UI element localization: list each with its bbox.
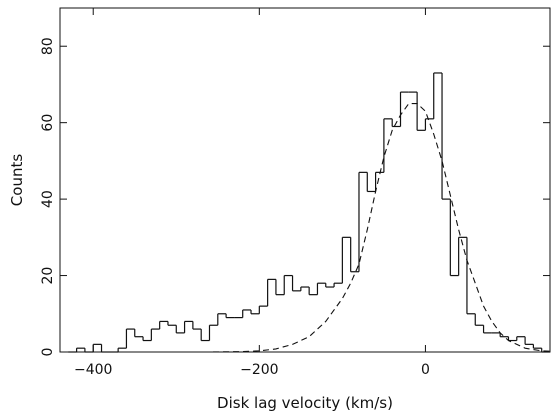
plot-frame — [59, 7, 551, 353]
y-tick-label: 40 — [40, 190, 56, 208]
y-tick-label: 60 — [40, 114, 56, 132]
x-tick-label: 0 — [421, 362, 430, 378]
y-tick-label: 80 — [40, 37, 56, 55]
histogram-series — [68, 72, 550, 353]
y-tick-label: 0 — [40, 348, 56, 357]
y-axis-label: Counts — [8, 154, 26, 207]
fit-curve-series — [143, 103, 551, 353]
tick-labels: −400 −200 0 0 20 40 60 80 — [40, 37, 430, 378]
x-tick-label: −400 — [74, 362, 112, 378]
x-axis-label: Disk lag velocity (km/s) — [217, 394, 393, 412]
axis-ticks — [60, 8, 550, 353]
y-tick-label: 20 — [40, 267, 56, 285]
x-tick-label: −200 — [240, 362, 278, 378]
dashed-fit-line — [143, 103, 551, 353]
